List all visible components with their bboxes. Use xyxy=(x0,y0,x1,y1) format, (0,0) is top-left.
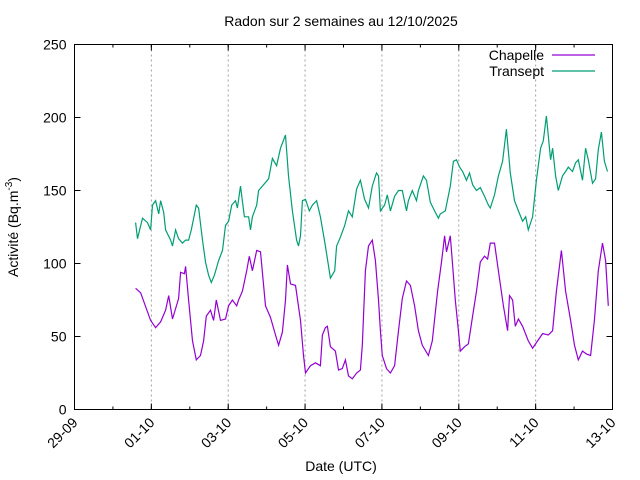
x-tick-label: 13-10 xyxy=(582,414,619,451)
y-axis-label-main: Activité (Bq.m xyxy=(5,191,21,277)
y-tick-label: 100 xyxy=(43,256,67,272)
x-tick-label: 11-10 xyxy=(506,414,542,450)
series-group xyxy=(135,115,609,380)
legend-label-chapelle: Chapelle xyxy=(489,47,544,63)
x-tick-label: 03-10 xyxy=(198,414,235,451)
y-tick-label: 50 xyxy=(51,329,67,345)
x-tick-label: 01-10 xyxy=(121,414,158,451)
y-tick-label: 150 xyxy=(43,183,67,199)
x-tick-label: 29-09 xyxy=(44,414,81,451)
y-axis-label-sup: -3 xyxy=(4,181,15,190)
y-axis-label-end: ) xyxy=(5,177,21,182)
x-tick-label: 07-10 xyxy=(351,414,388,451)
plot-frame xyxy=(74,44,613,410)
x-tick-label: 05-10 xyxy=(275,414,312,451)
y-axis-label: Activité (Bq.m-3) xyxy=(4,177,21,277)
grid xyxy=(150,44,537,410)
legend-label-transept: Transept xyxy=(489,63,544,79)
series-line-chapelle xyxy=(135,235,609,380)
x-axis: 29-09 01-10 03-10 05-10 07-10 09-10 11-10 13-10 xyxy=(44,44,619,451)
chart-title: Radon sur 2 semaines au 12/10/2025 xyxy=(224,13,458,29)
x-axis-label: Date (UTC) xyxy=(305,458,377,474)
y-axis: 0 50 100 150 200 250 xyxy=(43,37,613,418)
y-tick-label: 0 xyxy=(59,402,67,418)
y-tick-label: 250 xyxy=(43,37,67,53)
x-tick-label: 09-10 xyxy=(428,414,465,451)
series-line-transept xyxy=(135,115,609,285)
y-tick-label: 200 xyxy=(43,110,67,126)
